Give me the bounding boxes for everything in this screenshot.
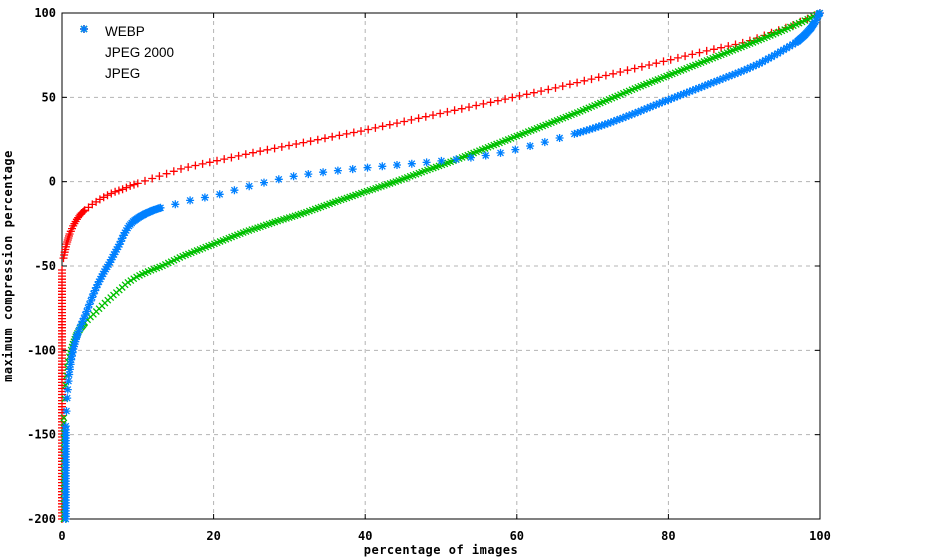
star-marker-icon [76,25,100,82]
legend-label: WEBP [105,24,145,39]
y-tick-label-0: 0 [49,175,56,189]
y-tick-label-50: 50 [42,90,56,104]
series-jpeg [61,9,824,523]
legend-label: JPEG [105,66,141,81]
y-tick-label--150: -150 [27,428,56,442]
x-tick-label-100: 100 [809,529,831,543]
data-series [58,9,824,523]
legend-item-jpeg-2000: JPEG 2000 [76,25,175,63]
x-tick-label-0: 0 [58,529,65,543]
y-axis-title: maximum compression percentage [1,150,15,382]
legend: WEBP JPEG 2000 JPEG [76,21,174,84]
x-axis-title: percentage of images [364,543,519,557]
y-tick-label--200: -200 [27,512,56,526]
y-tick-label-100: 100 [34,6,56,20]
x-tick-label-40: 40 [358,529,372,543]
x-tick-label-20: 20 [206,529,220,543]
gridlines [62,13,820,519]
x-tick-label-80: 80 [661,529,675,543]
legend-label: JPEG 2000 [105,45,175,60]
axis-tick-labels: 0 20 40 60 80 100 100 50 0 -50 -100 -150 -200 [27,6,831,543]
x-tick-label-60: 60 [510,529,524,543]
cross-marker-icon [76,25,100,61]
y-tick-label--100: -100 [27,343,56,357]
legend-item-jpeg: JPEG [76,25,174,84]
y-tick-label--50: -50 [34,259,56,273]
